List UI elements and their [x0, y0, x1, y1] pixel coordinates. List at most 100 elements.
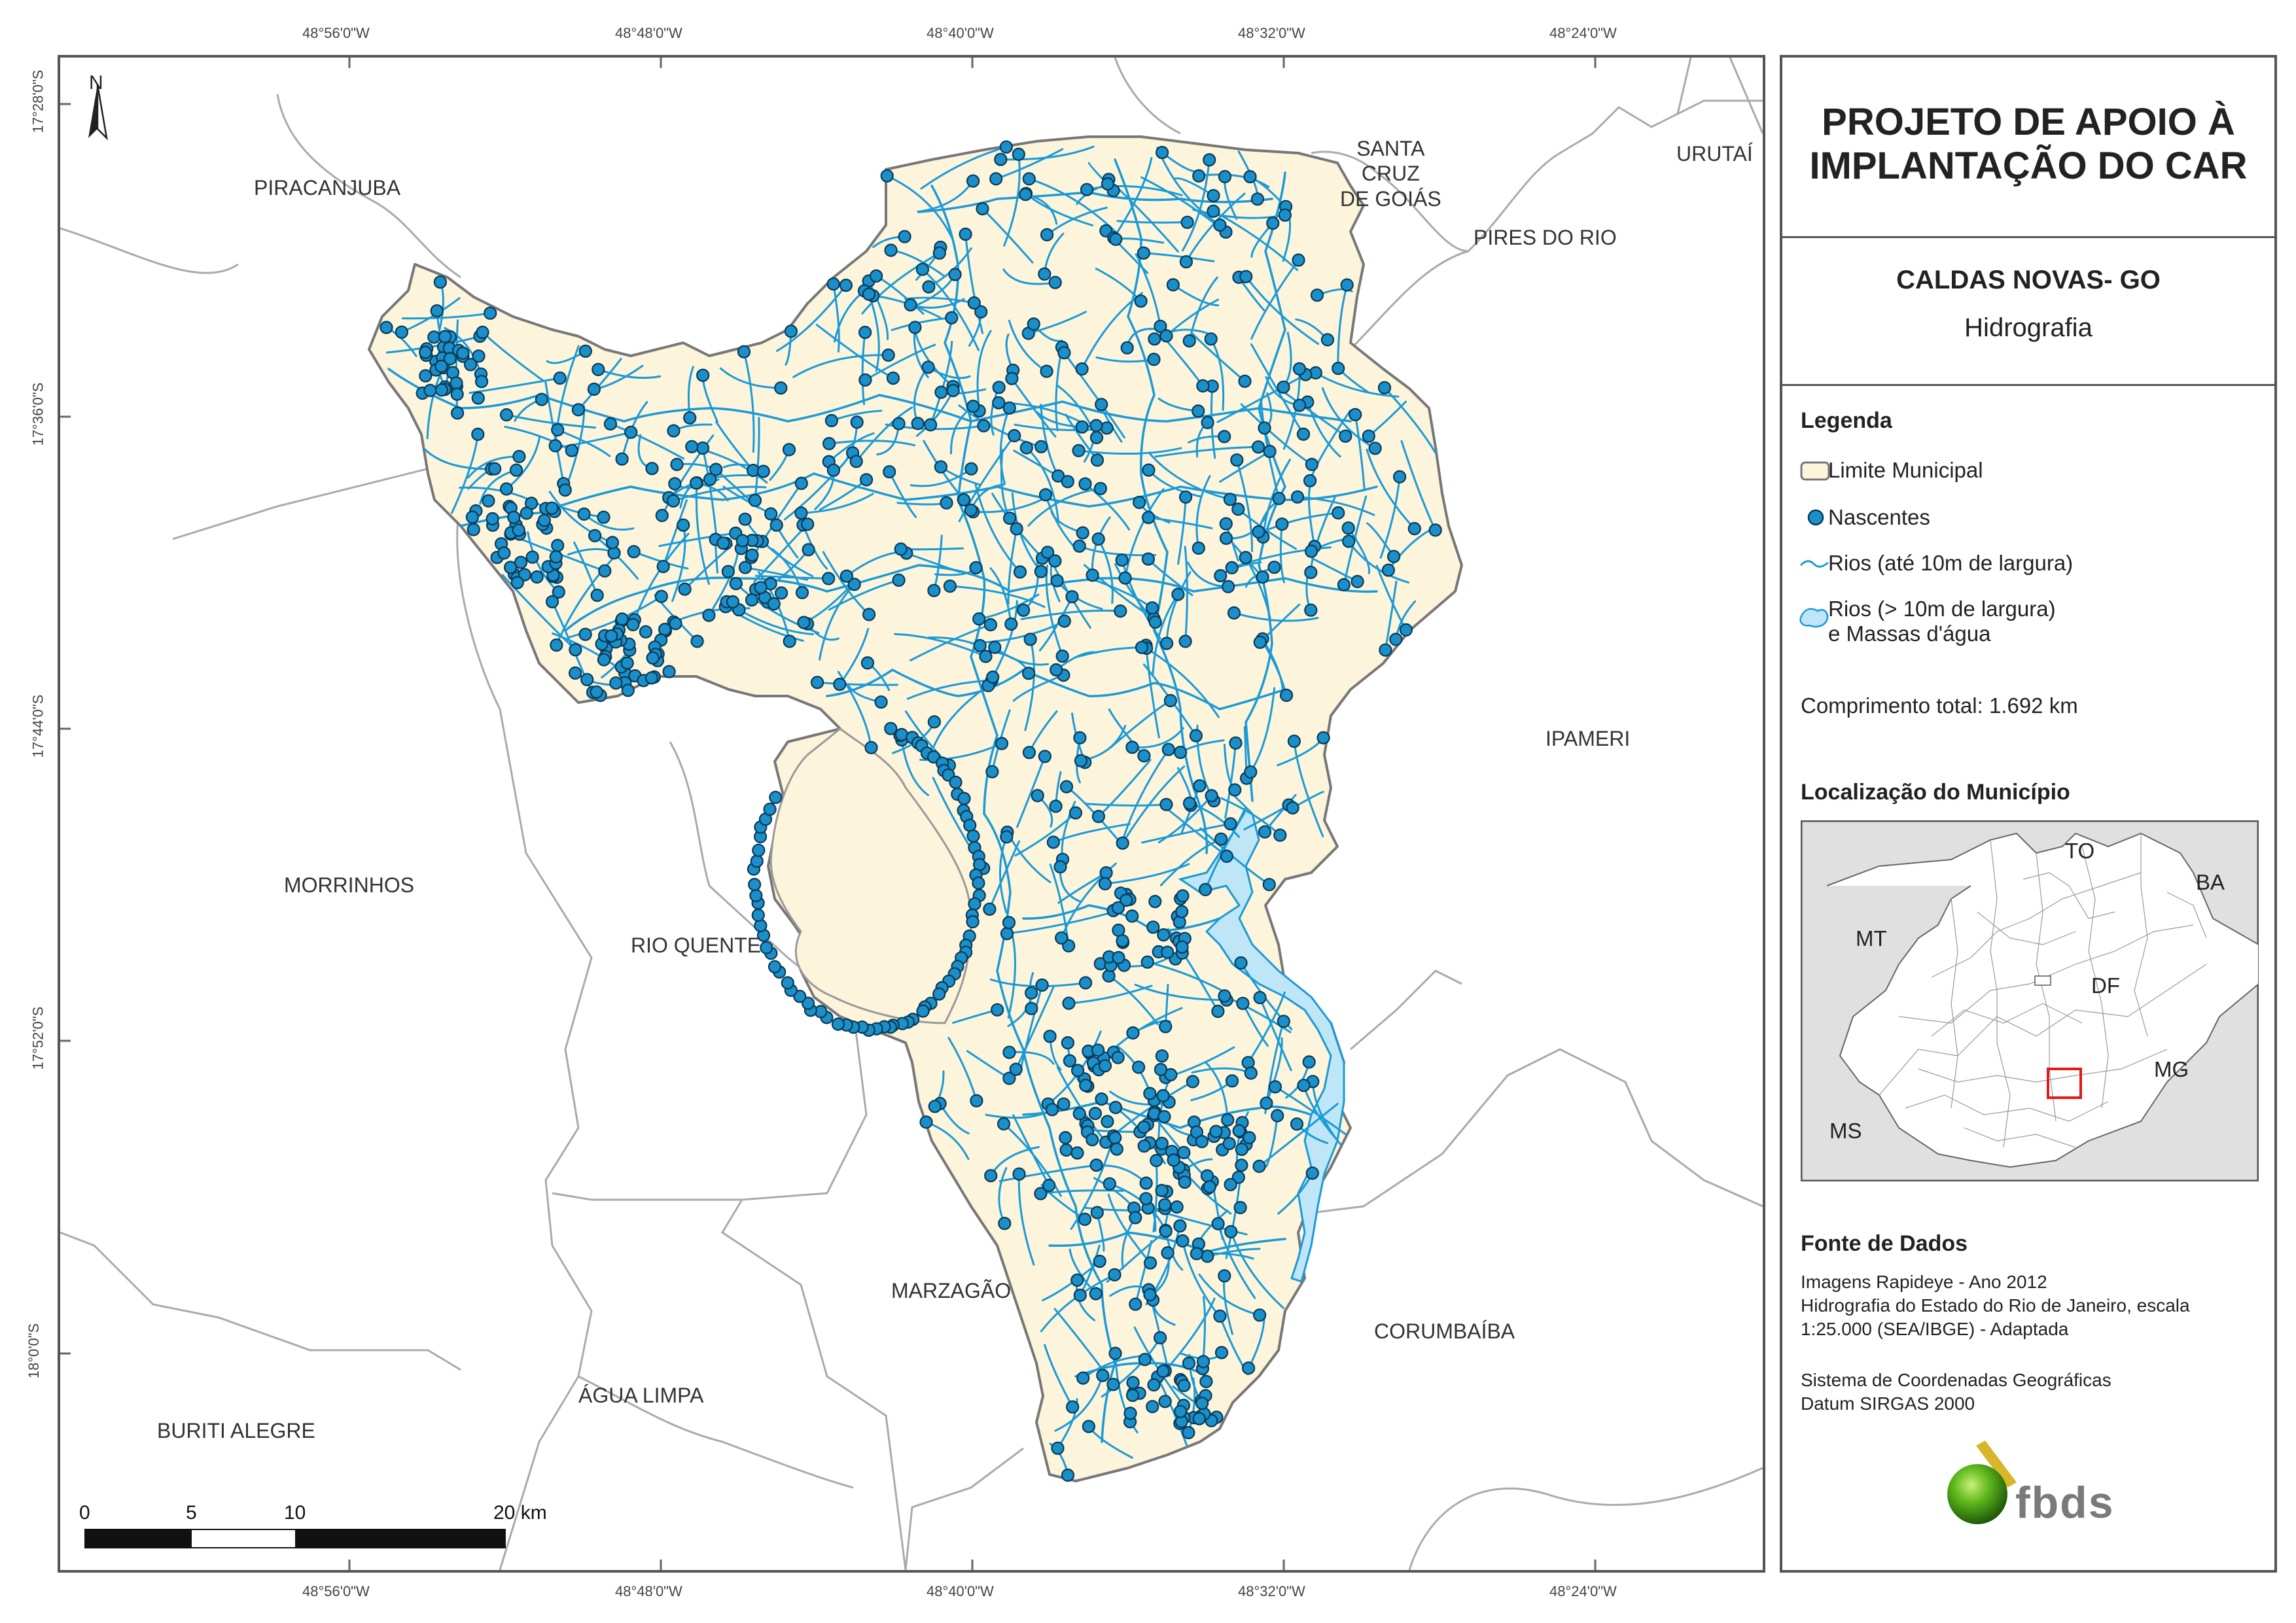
map-frame[interactable]: N 0 5 10 20 km PIRACANJUBA SANTA CRUZ DE… — [58, 55, 1765, 1573]
spring-point — [768, 960, 782, 973]
spring-point — [450, 406, 465, 420]
spring-point — [1135, 640, 1149, 654]
spring-point — [1034, 1187, 1048, 1200]
spring-point — [1258, 825, 1272, 839]
spring-point — [1235, 1159, 1248, 1172]
spring-point — [558, 483, 572, 497]
spring-point — [1012, 1167, 1026, 1181]
river-tributary — [505, 436, 541, 490]
spring-point — [1238, 374, 1252, 388]
spring-point — [1196, 379, 1210, 393]
spring-point — [1147, 353, 1161, 366]
river-tributary — [958, 434, 1016, 523]
river-tributary — [1074, 646, 1143, 659]
spring-point — [988, 640, 1002, 654]
river-tributary — [1003, 153, 1021, 247]
spring-point — [689, 476, 703, 490]
spring-point — [1163, 693, 1178, 708]
spring-point — [656, 559, 670, 574]
spring-point — [590, 685, 603, 699]
spring-point — [670, 457, 684, 472]
spring-point — [703, 472, 717, 486]
spring-point — [1173, 1219, 1187, 1233]
river-tributary — [505, 413, 597, 429]
spring-point — [751, 908, 765, 922]
spring-point — [1089, 1158, 1103, 1172]
spring-point — [849, 455, 863, 468]
fbds-logo-text: fbds — [2015, 1478, 2115, 1527]
river-tributary — [402, 312, 491, 320]
river-tributary — [1097, 538, 1114, 604]
spring-point — [1252, 525, 1265, 539]
river-tributary — [1233, 612, 1319, 622]
spring-point — [1059, 1143, 1073, 1157]
spring-point — [1082, 1420, 1096, 1433]
spring-point — [1106, 1378, 1120, 1391]
spring-point — [1316, 731, 1330, 744]
spring-point — [911, 417, 925, 430]
river-tributary — [1250, 343, 1305, 436]
spring-point — [997, 1117, 1011, 1131]
spring-point — [1277, 1015, 1290, 1028]
spring-point — [1290, 490, 1305, 504]
spring-point — [1089, 430, 1104, 445]
spring-point — [1114, 604, 1127, 618]
spring-point — [1178, 635, 1192, 648]
spring-point — [551, 538, 565, 553]
spring-point — [1078, 1212, 1092, 1227]
spring-point — [781, 976, 794, 990]
spring-point — [992, 381, 1006, 394]
river-tributary — [719, 367, 782, 389]
spring-point — [1211, 1004, 1225, 1019]
spring-point — [1199, 1374, 1213, 1388]
spring-point — [1225, 561, 1239, 575]
spring-point — [1279, 688, 1294, 703]
river-tributary — [1002, 268, 1057, 285]
spring-point — [1019, 441, 1033, 455]
spring-point — [1125, 1388, 1140, 1403]
spring-point — [756, 464, 770, 478]
spring-point — [1199, 882, 1212, 897]
spring-point — [999, 140, 1014, 154]
river-tributary — [556, 428, 611, 457]
spring-point — [677, 518, 690, 532]
river-tributary — [1343, 495, 1368, 586]
river-tributary — [1347, 527, 1371, 574]
spring-point — [1262, 878, 1276, 892]
spring-point — [1072, 539, 1086, 553]
spring-point — [992, 396, 1006, 410]
spring-point — [1189, 729, 1203, 742]
spring-point — [1218, 430, 1231, 444]
spring-point — [1110, 1142, 1123, 1156]
spring-point — [1251, 440, 1265, 454]
spring-point — [1228, 783, 1242, 797]
spring-point — [859, 473, 874, 487]
spring-point — [989, 172, 1003, 186]
spring-point — [1048, 275, 1062, 289]
spring-point — [1146, 920, 1160, 934]
spring-point — [927, 715, 942, 729]
river-tributary — [1217, 1223, 1256, 1299]
spring-point — [1129, 1297, 1142, 1311]
spring-point — [1074, 754, 1088, 768]
spring-point — [884, 243, 898, 257]
spring-point — [1192, 169, 1206, 183]
spring-point — [1195, 1397, 1209, 1410]
spring-point — [1091, 809, 1106, 824]
spring-point — [530, 570, 544, 584]
spring-point — [1155, 146, 1169, 160]
label-marzagao: MARZAGÃO — [891, 1279, 1012, 1302]
spring-point — [983, 618, 998, 632]
spring-point — [1234, 956, 1248, 970]
river-tributary — [1185, 192, 1246, 263]
spring-point — [450, 387, 464, 401]
river-tributary — [910, 468, 972, 487]
spring-point — [580, 672, 594, 686]
spring-point — [1266, 217, 1280, 230]
spring-point — [474, 375, 489, 389]
spring-point — [1207, 204, 1220, 218]
spring-point — [966, 174, 980, 188]
spring-point — [471, 427, 485, 442]
spring-point — [1161, 945, 1174, 959]
spring-point — [974, 305, 988, 319]
